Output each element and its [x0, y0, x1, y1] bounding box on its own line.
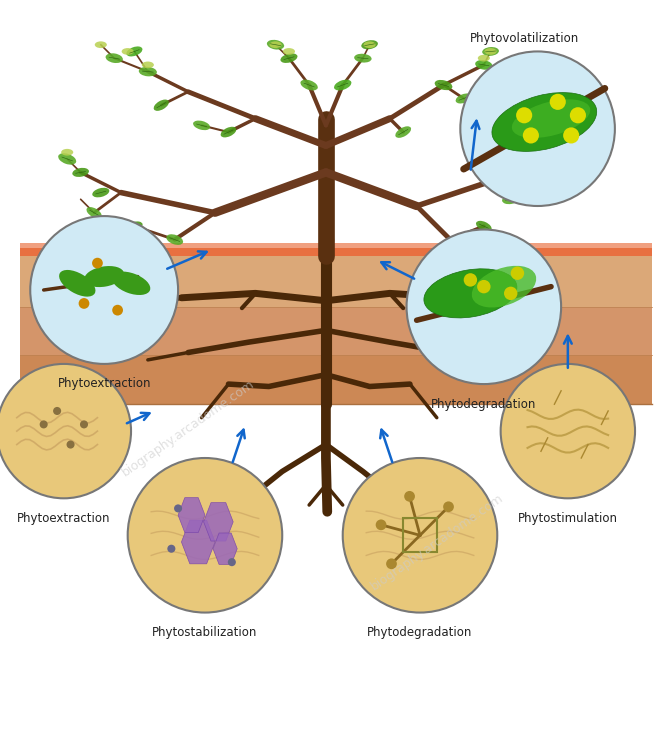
Ellipse shape [73, 168, 89, 177]
Ellipse shape [476, 221, 492, 231]
Circle shape [228, 558, 236, 566]
Text: Phytodegradation: Phytodegradation [431, 397, 536, 411]
Circle shape [550, 94, 566, 110]
Bar [20, 248, 652, 257]
Text: Phytoextraction: Phytoextraction [57, 377, 151, 390]
Circle shape [504, 286, 517, 300]
Ellipse shape [334, 79, 351, 91]
Text: Phytoextraction: Phytoextraction [17, 512, 111, 525]
Ellipse shape [364, 41, 376, 48]
Circle shape [516, 107, 532, 123]
Ellipse shape [61, 149, 73, 156]
Text: Phytostimulation: Phytostimulation [518, 512, 618, 525]
Ellipse shape [395, 126, 411, 138]
Ellipse shape [283, 48, 295, 55]
Circle shape [376, 519, 386, 530]
Text: Phytovolatilization: Phytovolatilization [470, 31, 579, 45]
Text: Phytostabilization: Phytostabilization [153, 626, 257, 639]
Circle shape [30, 216, 178, 364]
Ellipse shape [478, 55, 490, 61]
Ellipse shape [92, 188, 110, 197]
Ellipse shape [300, 79, 318, 91]
Circle shape [174, 504, 182, 512]
Bar [20, 243, 652, 248]
Circle shape [501, 364, 635, 498]
Circle shape [563, 127, 579, 144]
Circle shape [80, 420, 88, 429]
Ellipse shape [126, 46, 142, 56]
Ellipse shape [354, 54, 372, 63]
Circle shape [464, 273, 477, 286]
Polygon shape [213, 533, 237, 565]
Ellipse shape [122, 48, 134, 55]
Ellipse shape [167, 234, 183, 245]
Polygon shape [204, 503, 233, 541]
Ellipse shape [112, 272, 151, 295]
Ellipse shape [139, 67, 157, 76]
Ellipse shape [220, 126, 237, 138]
Ellipse shape [142, 61, 154, 68]
Circle shape [112, 304, 123, 316]
Ellipse shape [435, 80, 452, 91]
Ellipse shape [485, 48, 497, 55]
Circle shape [477, 280, 491, 293]
Polygon shape [181, 520, 215, 564]
Ellipse shape [492, 93, 597, 151]
Ellipse shape [424, 269, 517, 318]
Ellipse shape [512, 99, 590, 138]
Ellipse shape [456, 94, 472, 103]
Text: biography.arcadome.com: biography.arcadome.com [368, 491, 505, 593]
Circle shape [167, 545, 175, 553]
Ellipse shape [532, 149, 544, 156]
Circle shape [404, 491, 415, 502]
Circle shape [523, 127, 539, 144]
Ellipse shape [280, 53, 298, 63]
Circle shape [92, 258, 103, 269]
Ellipse shape [58, 153, 76, 165]
Circle shape [343, 458, 497, 613]
Ellipse shape [529, 155, 546, 163]
Circle shape [511, 266, 524, 280]
Ellipse shape [95, 41, 107, 48]
Circle shape [128, 458, 282, 613]
Text: biography.arcadome.com: biography.arcadome.com [120, 377, 257, 479]
Ellipse shape [87, 207, 101, 218]
Circle shape [386, 559, 397, 569]
Circle shape [570, 107, 586, 123]
Ellipse shape [154, 99, 169, 111]
Bar [403, 518, 437, 552]
Circle shape [40, 420, 48, 429]
Ellipse shape [475, 60, 493, 70]
Text: Phytodegradation: Phytodegradation [368, 626, 472, 639]
Ellipse shape [269, 41, 282, 48]
Ellipse shape [59, 270, 95, 297]
Ellipse shape [106, 53, 123, 63]
Bar [20, 257, 652, 307]
Bar [20, 355, 652, 404]
Ellipse shape [472, 266, 536, 307]
Circle shape [460, 52, 615, 206]
Circle shape [443, 501, 454, 512]
Ellipse shape [126, 221, 142, 231]
Ellipse shape [362, 40, 378, 49]
Ellipse shape [502, 194, 519, 204]
Circle shape [67, 441, 75, 449]
Polygon shape [178, 497, 205, 533]
Ellipse shape [193, 120, 210, 130]
Ellipse shape [267, 40, 284, 49]
Circle shape [407, 230, 561, 384]
Circle shape [53, 407, 61, 415]
Ellipse shape [84, 266, 124, 287]
Ellipse shape [545, 135, 557, 142]
Ellipse shape [543, 141, 559, 150]
Bar [20, 307, 652, 355]
Circle shape [79, 298, 89, 309]
Circle shape [0, 364, 131, 498]
Ellipse shape [482, 47, 499, 56]
